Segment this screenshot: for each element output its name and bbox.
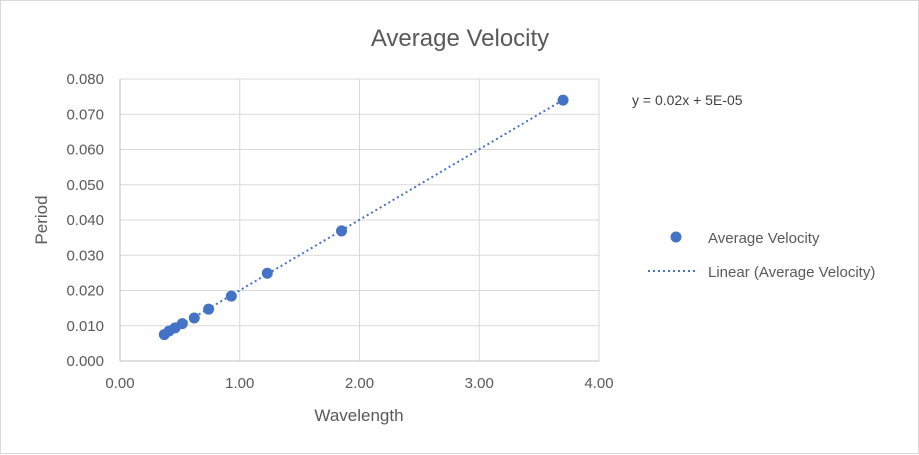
trendline (163, 99, 564, 336)
x-axis-title: Wavelength (314, 406, 403, 425)
legend-label-average-velocity: Average Velocity (708, 230, 820, 247)
data-point (336, 225, 348, 237)
data-point (557, 94, 569, 106)
trendline-path (163, 99, 564, 336)
y-tick-label: 0.060 (66, 142, 104, 159)
x-tick-label: 2.00 (345, 375, 374, 392)
trendline-equation: y = 0.02x + 5E-05 (632, 92, 743, 108)
data-point (225, 290, 237, 302)
legend-label-linear: Linear (Average Velocity) (708, 264, 875, 281)
y-tick-label: 0.080 (66, 71, 104, 88)
data-point (203, 303, 215, 315)
chart-title: Average Velocity (371, 25, 549, 52)
data-point (261, 267, 273, 279)
legend: Average Velocity Linear (Average Velocit… (648, 230, 875, 281)
y-tick-label: 0.070 (66, 106, 104, 123)
y-tick-label: 0.040 (66, 212, 104, 229)
data-point (176, 318, 188, 330)
x-axis-ticks: 0.00 1.00 2.00 3.00 4.00 (105, 375, 613, 392)
x-tick-label: 4.00 (584, 375, 613, 392)
y-tick-label: 0.030 (66, 247, 104, 264)
y-tick-label: 0.050 (66, 177, 104, 194)
y-tick-label: 0.010 (66, 318, 104, 335)
y-tick-label: 0.020 (66, 283, 104, 300)
y-axis-ticks: 0.000 0.010 0.020 0.030 0.040 0.050 0.060 0.070… (66, 71, 104, 370)
x-tick-label: 0.00 (105, 375, 134, 392)
y-axis-title: Period (32, 195, 51, 244)
x-tick-label: 1.00 (225, 375, 254, 392)
legend-marker-average-velocity (670, 231, 682, 243)
data-point (188, 312, 200, 324)
x-tick-label: 3.00 (465, 375, 494, 392)
y-tick-label: 0.000 (66, 353, 104, 370)
data-points (158, 94, 569, 341)
